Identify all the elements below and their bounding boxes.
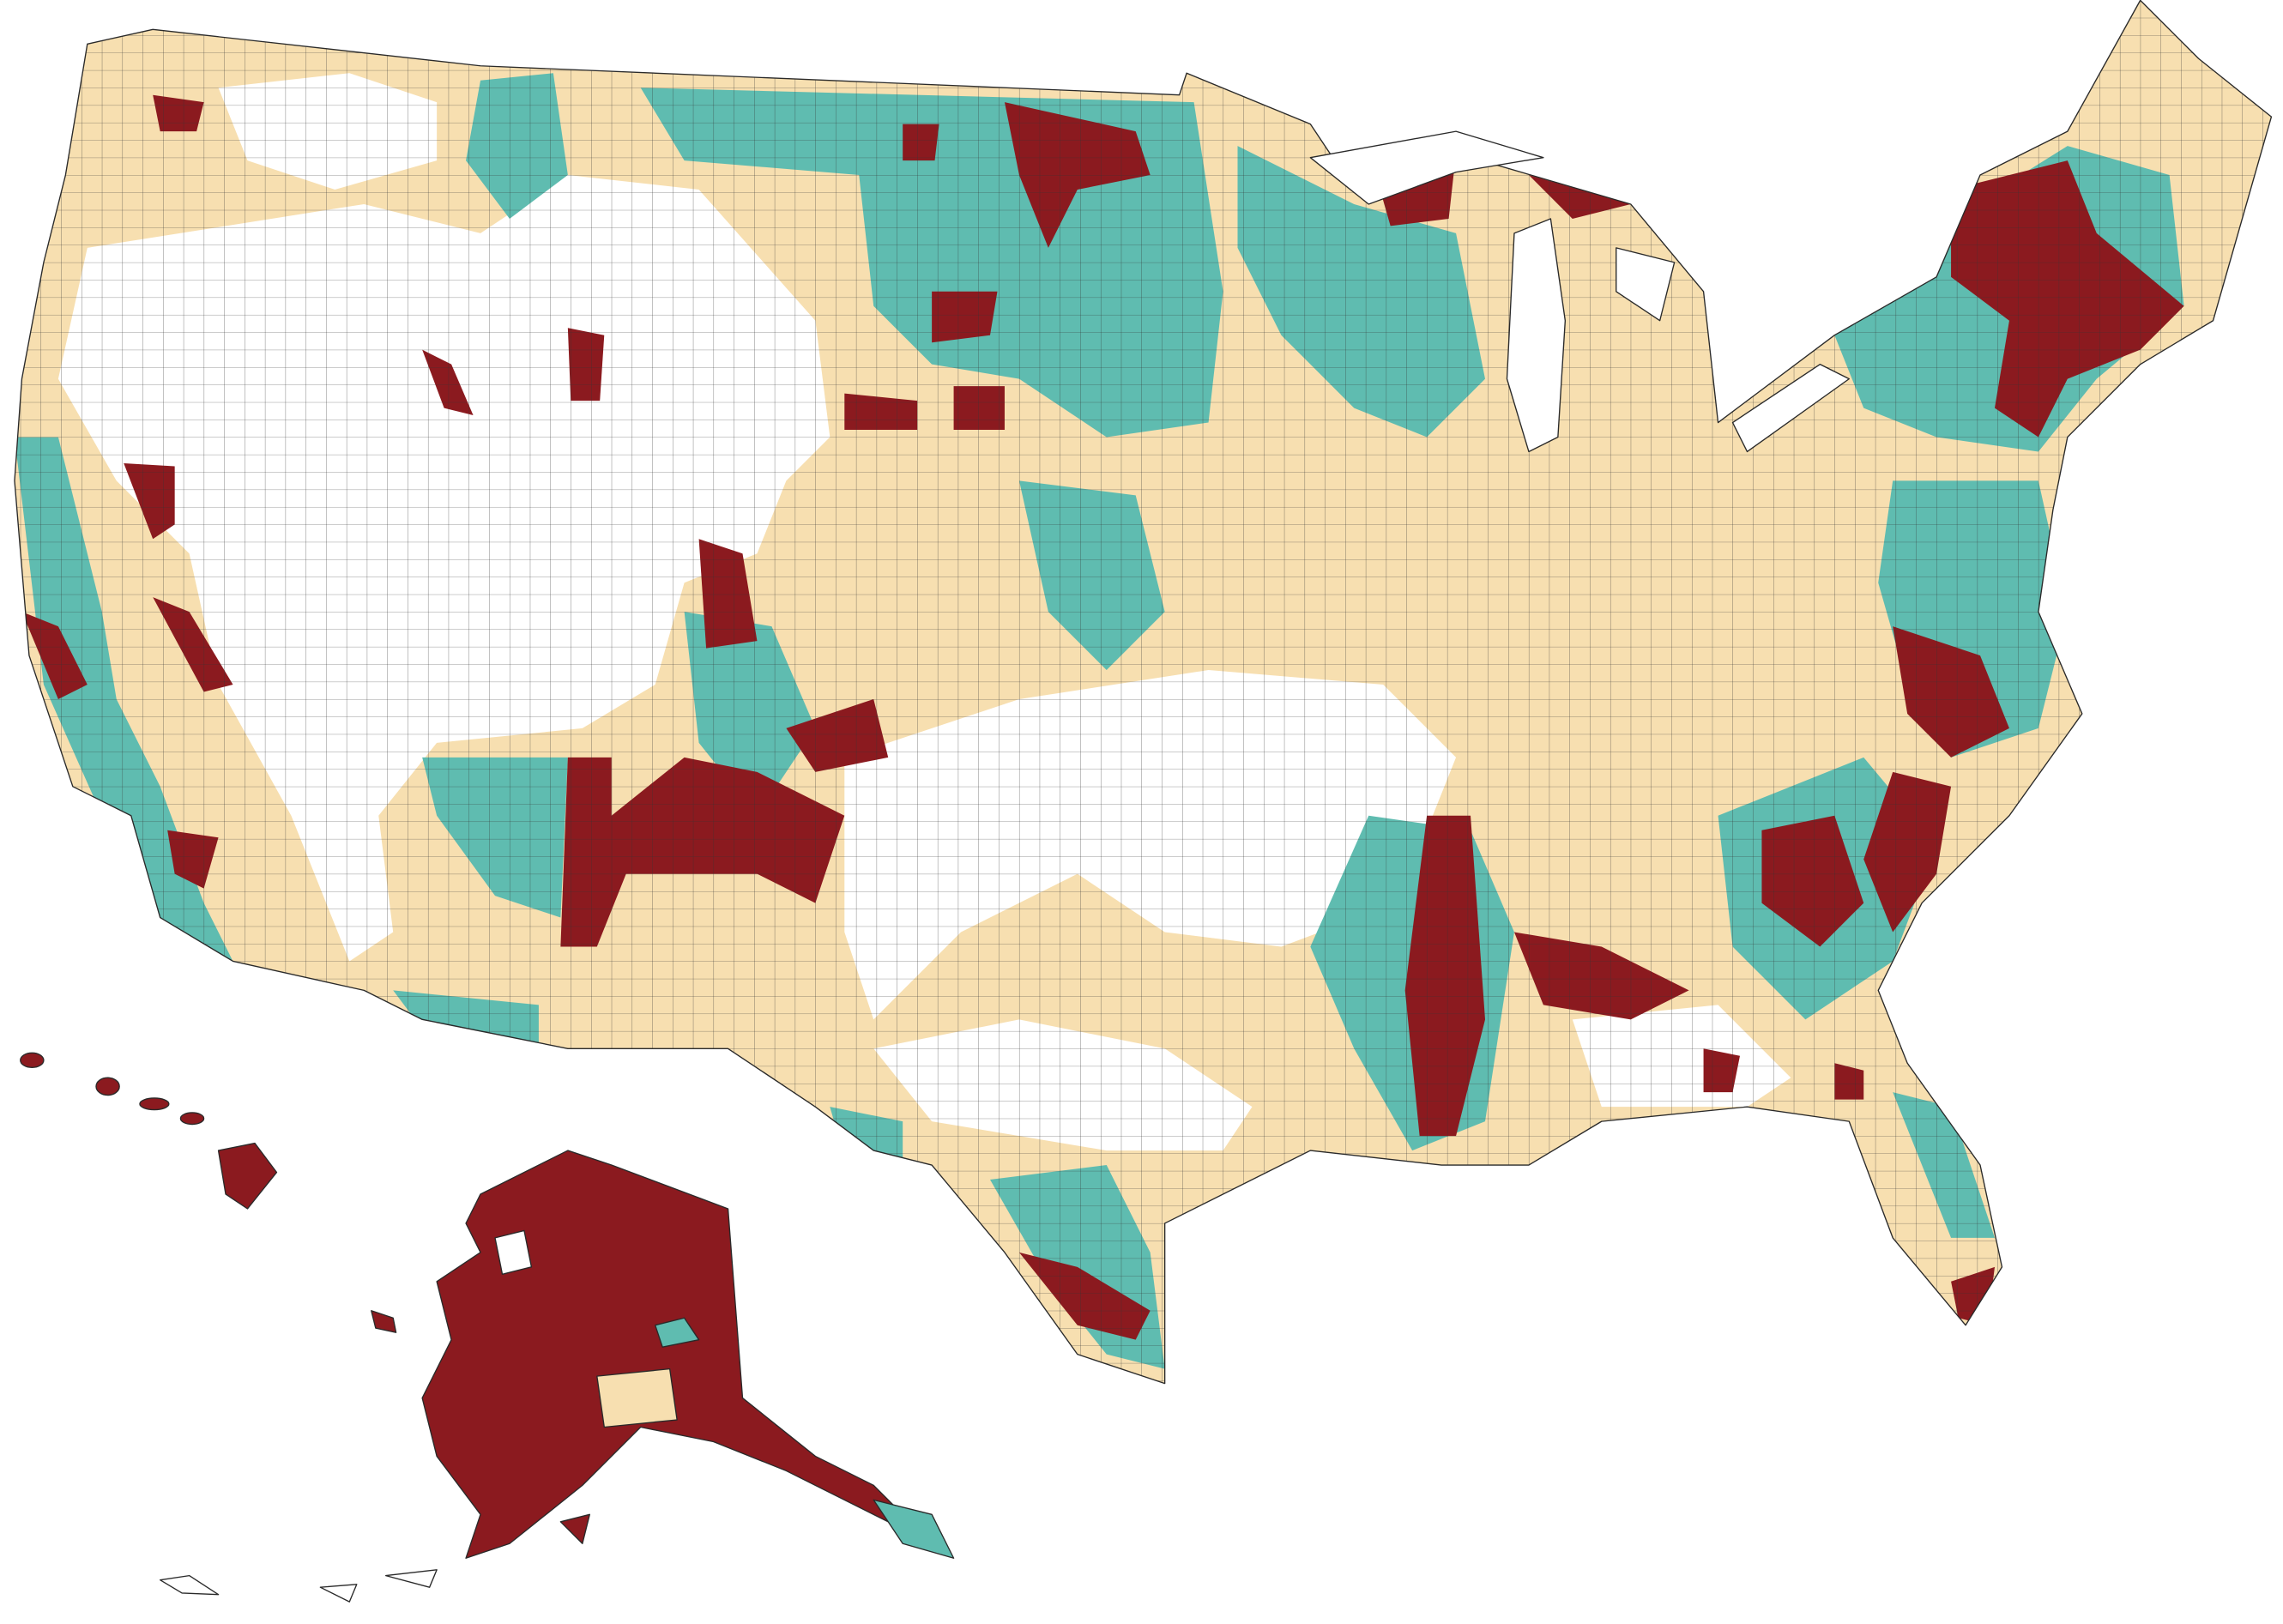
island — [559, 1513, 590, 1544]
region-high — [786, 1121, 837, 1194]
lake — [1616, 247, 1676, 322]
alaska-region — [596, 1367, 678, 1428]
lake — [1506, 218, 1567, 453]
island — [371, 1310, 397, 1333]
hawaii-island — [217, 1142, 278, 1210]
alaska-region — [655, 1317, 700, 1348]
hawaii-island — [179, 1112, 205, 1126]
island — [385, 1569, 438, 1588]
alaska — [421, 1150, 933, 1559]
lake — [1731, 363, 1850, 453]
hawaii-island — [20, 1052, 45, 1069]
us-outline — [14, 0, 2273, 1385]
lake — [1309, 130, 1544, 205]
alaska-region — [494, 1229, 533, 1275]
hawaii-island — [139, 1097, 170, 1111]
island — [319, 1584, 358, 1603]
hawaii-island — [95, 1077, 120, 1096]
alaska-region — [873, 1499, 955, 1559]
island — [159, 1574, 220, 1596]
